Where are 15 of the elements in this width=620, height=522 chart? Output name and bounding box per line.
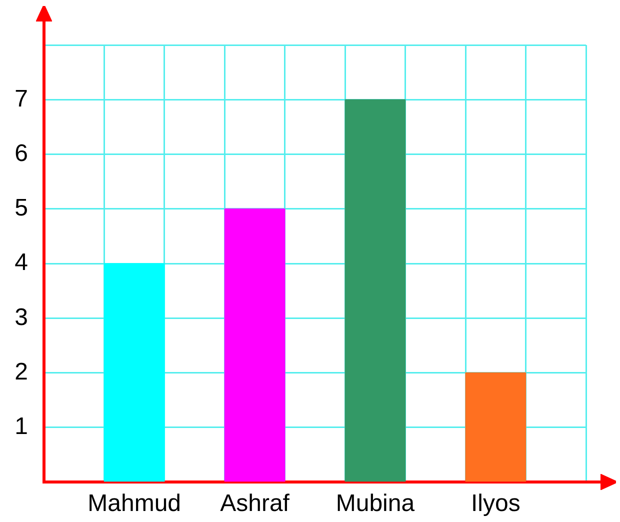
x-tick-label: Mahmud [88,490,182,518]
y-tick-label: 1 [14,413,28,440]
y-tick-label: 2 [14,358,28,386]
y-tick-label: 4 [14,249,28,276]
x-tick-label: Mubina [336,490,416,518]
bar [224,208,286,482]
x-tick-label: Ashraf [220,490,290,518]
bar [344,99,406,482]
y-tick-label: 7 [14,85,28,112]
y-tick-label: 6 [14,140,28,167]
bar [465,372,526,482]
x-tick-label: Ilyos [470,490,520,518]
y-tick-label: 5 [14,194,28,222]
bar [104,263,165,482]
y-tick-label: 3 [14,304,28,331]
